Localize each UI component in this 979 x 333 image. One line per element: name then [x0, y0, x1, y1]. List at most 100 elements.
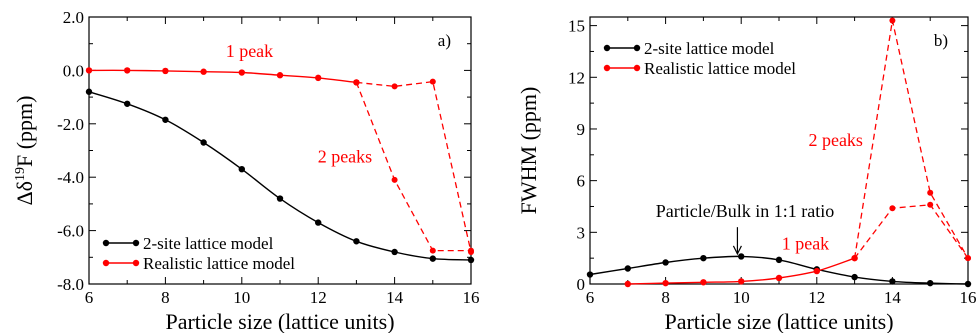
data-point	[353, 238, 360, 245]
data-point	[927, 279, 934, 287]
legend-marker	[633, 44, 641, 52]
data-point	[624, 280, 631, 288]
data-point	[200, 139, 207, 146]
legend-marker	[102, 239, 110, 247]
x-tick-label: 10	[733, 288, 750, 307]
data-point	[738, 253, 745, 260]
dashed-branch-line	[854, 204, 969, 259]
y-tick-label: 15	[568, 17, 585, 36]
legend-marker	[633, 64, 641, 72]
data-point	[700, 254, 707, 262]
chart-panel-a: 6 8 10 12 14 16 -8.0 -6.0 -4.0 -2.0 0.0 2.0 Particle…	[12, 8, 480, 333]
dashed-branch-line	[356, 80, 472, 253]
y-tick-label: -4.0	[57, 168, 84, 187]
legend-label: 2-site lattice model	[143, 234, 274, 253]
data-point	[889, 278, 896, 285]
data-point	[391, 248, 398, 256]
data-point	[276, 195, 284, 202]
y-tick-label: 2.0	[63, 8, 84, 27]
x-tick-label: 12	[310, 288, 327, 307]
data-point	[662, 259, 669, 266]
annotation: Particle/Bulk in 1:1 ratio	[656, 201, 834, 221]
x-tick-label: 12	[808, 288, 825, 307]
data-point	[238, 69, 245, 76]
panel-label: b)	[934, 31, 948, 50]
data-point	[738, 278, 745, 285]
data-point	[85, 88, 93, 95]
data-point	[624, 265, 631, 272]
x-tick-label: 6	[586, 288, 595, 307]
arrow-head	[732, 245, 742, 256]
data-point	[391, 176, 398, 183]
y-tick-label: 12	[568, 68, 585, 87]
y-tick-label: 3	[577, 223, 586, 242]
x-axis-label: Particle size (lattice units)	[664, 309, 893, 333]
x-axis-label: Particle size (lattice units)	[165, 309, 394, 333]
chart-panel-b: 6 8 10 12 14 16 0 3 6 9 12 15 Particle size (lattice…	[516, 16, 977, 333]
legend-marker	[132, 259, 140, 267]
data-point	[586, 271, 594, 278]
annotation: 1 peak	[226, 41, 273, 61]
y-axis-label: Δδ19F (ppm)	[12, 95, 37, 205]
data-point	[889, 17, 896, 24]
data-point	[468, 247, 474, 254]
x-tick-label: 14	[386, 288, 404, 307]
legend-label: Realistic lattice model	[644, 59, 796, 78]
data-point	[429, 78, 436, 85]
data-point	[467, 256, 475, 264]
data-point	[964, 280, 972, 288]
dashed-branch-line	[853, 20, 969, 259]
data-point	[927, 201, 934, 208]
data-point	[700, 279, 707, 286]
data-point	[200, 68, 207, 75]
data-point	[889, 205, 896, 212]
data-point	[775, 256, 783, 264]
y-tick-label: 9	[577, 120, 586, 139]
legend-marker	[603, 64, 611, 72]
data-point	[85, 67, 93, 74]
data-point	[276, 72, 284, 79]
y-tick-label: -8.0	[57, 275, 84, 294]
data-point	[162, 116, 169, 123]
data-point	[238, 165, 245, 173]
y-tick-label: -6.0	[57, 222, 84, 241]
x-tick-label: 16	[463, 288, 480, 307]
data-point	[851, 273, 858, 281]
data-point	[965, 255, 971, 262]
y-tick-label: 0	[577, 275, 586, 294]
x-tick-label: 10	[233, 288, 250, 307]
data-point	[124, 100, 131, 107]
legend-marker	[603, 44, 611, 52]
x-tick-label: 8	[661, 288, 670, 307]
x-tick-label: 14	[884, 288, 902, 307]
annotation: 1 peak	[782, 234, 829, 254]
x-tick-label: 8	[161, 288, 170, 307]
y-tick-label: 0.0	[63, 61, 84, 80]
annotation: 2 peaks	[808, 130, 862, 150]
data-point	[391, 83, 398, 90]
y-tick-label: 6	[577, 172, 586, 191]
data-point	[927, 189, 934, 196]
data-point	[315, 74, 322, 82]
legend-label: 2-site lattice model	[644, 39, 775, 58]
y-axis-label: FWHM (ppm)	[516, 87, 541, 215]
data-point	[353, 79, 360, 86]
x-tick-label: 6	[85, 288, 94, 307]
dashed-branch-line	[355, 82, 471, 252]
y-tick-label: -2.0	[57, 115, 84, 134]
panel-label: a)	[438, 31, 451, 50]
data-point	[662, 279, 669, 287]
data-point	[851, 254, 858, 262]
legend-label: Realistic lattice model	[143, 254, 295, 273]
data-point	[162, 67, 169, 75]
data-point	[124, 67, 131, 74]
data-point	[429, 247, 436, 254]
x-tick-label: 16	[960, 288, 977, 307]
legend-marker	[102, 259, 110, 267]
data-point	[775, 274, 783, 282]
legend-marker	[132, 239, 140, 247]
data-point	[429, 255, 436, 262]
